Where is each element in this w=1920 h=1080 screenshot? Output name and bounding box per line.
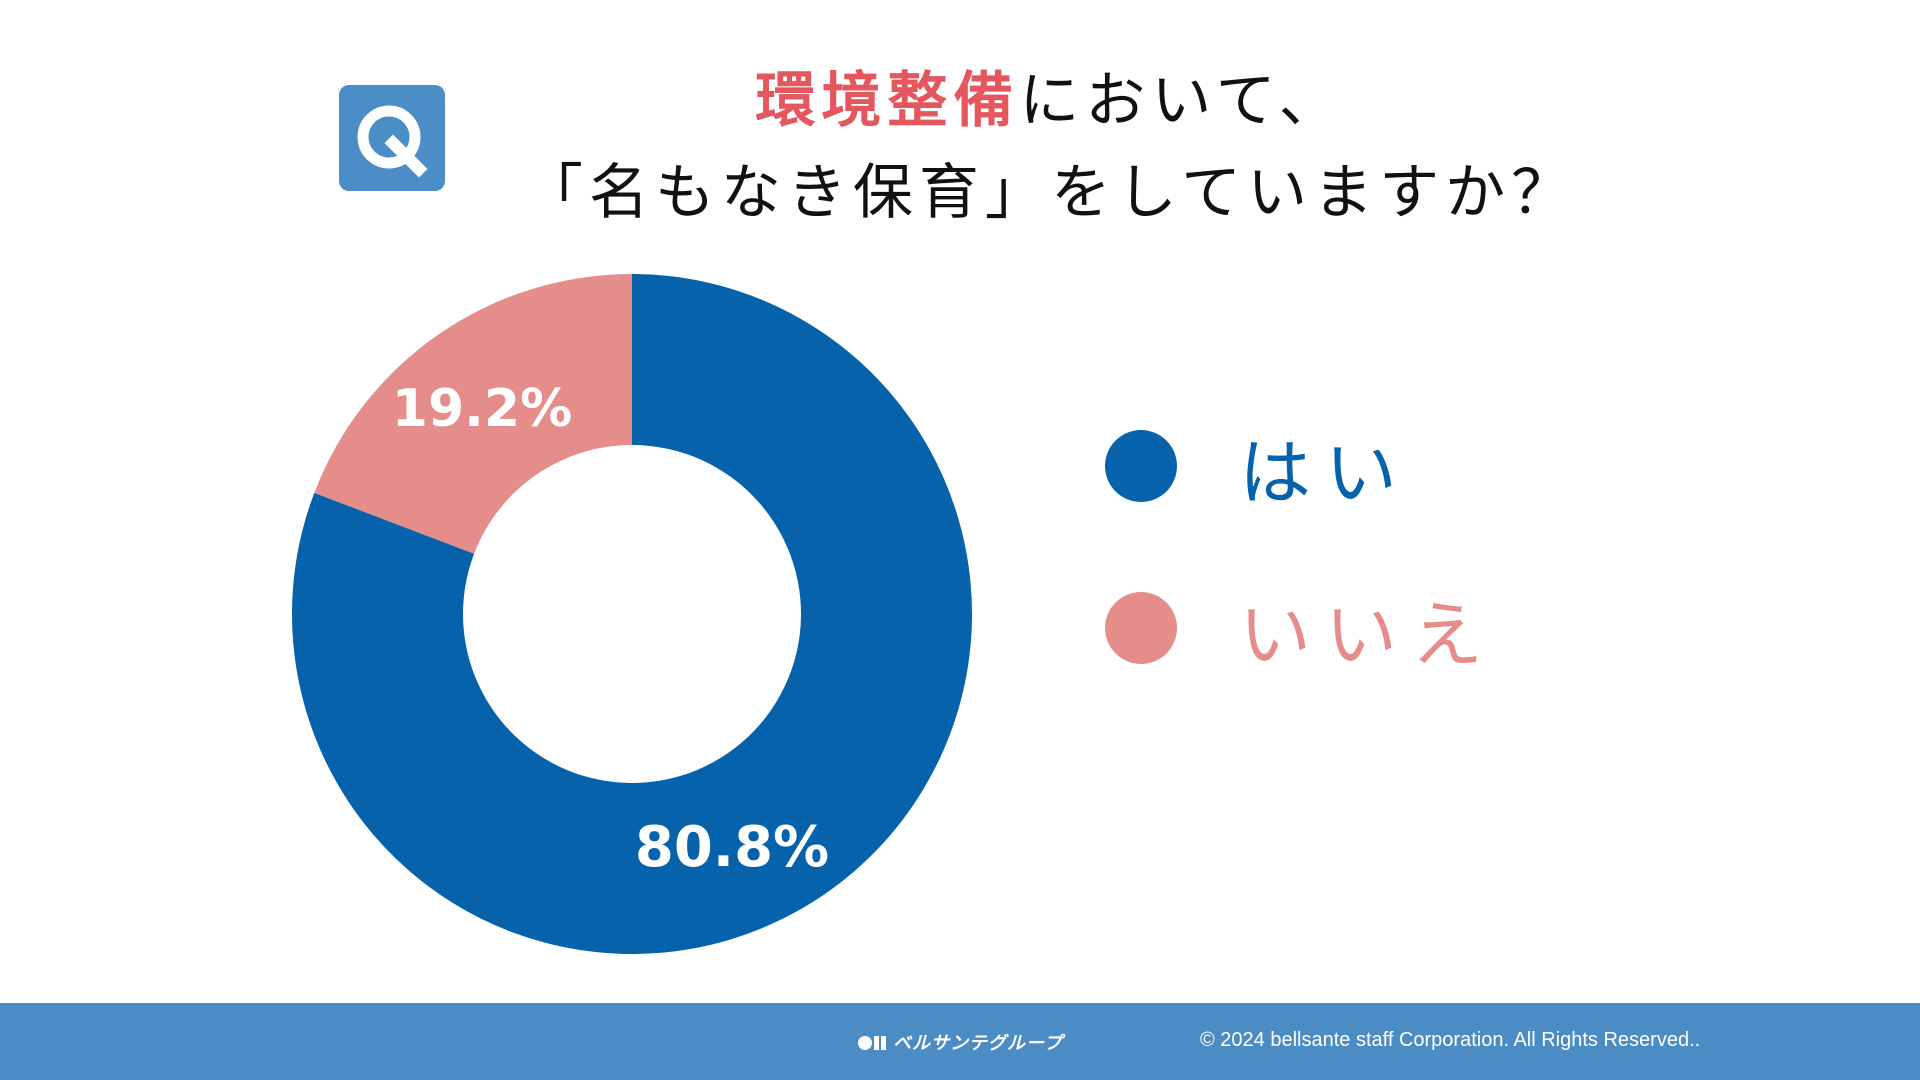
legend-label-yes: はい — [1239, 430, 1412, 515]
chart-title: 環境整備において、 「名もなき保育」をしていますか？ — [440, 55, 1660, 239]
donut-slice-yes — [292, 274, 973, 954]
bellsante-logo-icon — [858, 1036, 886, 1050]
slice-label-no: 19.2% — [392, 379, 572, 439]
title-line-1: 環境整備において、 — [440, 55, 1660, 147]
title-accent: 環境整備 — [755, 66, 1020, 136]
legend-dot-yes — [1105, 430, 1177, 502]
title-line-1-rest: において、 — [1019, 66, 1345, 136]
footer-logo: ベルサンテグループ — [857, 1029, 1063, 1055]
footer-logo-text: ベルサンテグループ — [893, 1033, 1063, 1054]
legend-dot-no — [1105, 592, 1177, 664]
donut-slice-labels: 80.8% 19.2% — [392, 379, 829, 880]
question-badge — [339, 85, 445, 191]
copyright-text: © 2024 bellsante staff Corporation. All … — [1200, 1029, 1701, 1051]
slice-label-yes: 80.8% — [635, 815, 829, 880]
question-q-icon — [357, 105, 428, 178]
footer: ベルサンテグループ © 2024 bellsante staff Corpora… — [0, 1003, 1920, 1080]
donut-slice-no — [314, 274, 632, 554]
legend-item-no: いいえ — [1105, 588, 1497, 677]
donut-slices — [292, 274, 973, 954]
legend-item-yes: はい — [1105, 426, 1411, 515]
legend-label-no: いいえ — [1239, 592, 1498, 677]
title-line-2: 「名もなき保育」をしていますか？ — [522, 158, 1578, 228]
